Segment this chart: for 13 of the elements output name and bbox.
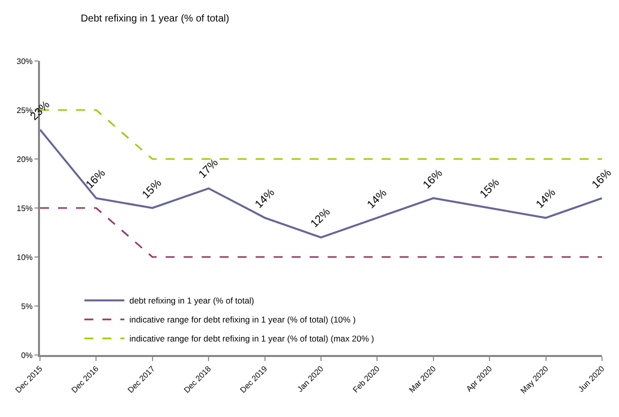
legend-label: indicative range for debt refixing in 1 year (% of total) (max 20% ) [129,334,374,344]
y-tick-label: 10% [16,252,33,262]
y-tick-label: 25% [16,106,33,115]
legend-label: indicative range for debt refixing in 1 year (% of total) (10% ) [129,314,356,325]
y-tick-label: 20% [16,154,33,164]
data-label: 16% [420,167,446,192]
chart-title: Debt refixing in 1 year (% of total) [80,14,230,24]
y-tick-label: 15% [16,204,33,213]
y-tick-label: 0% [21,350,33,360]
y-tick-label: 5% [21,302,33,311]
data-label: 17% [196,156,221,181]
y-tick-label: 30% [16,56,33,66]
legend-label: debt refixing in 1 year (% of total) [129,296,254,306]
